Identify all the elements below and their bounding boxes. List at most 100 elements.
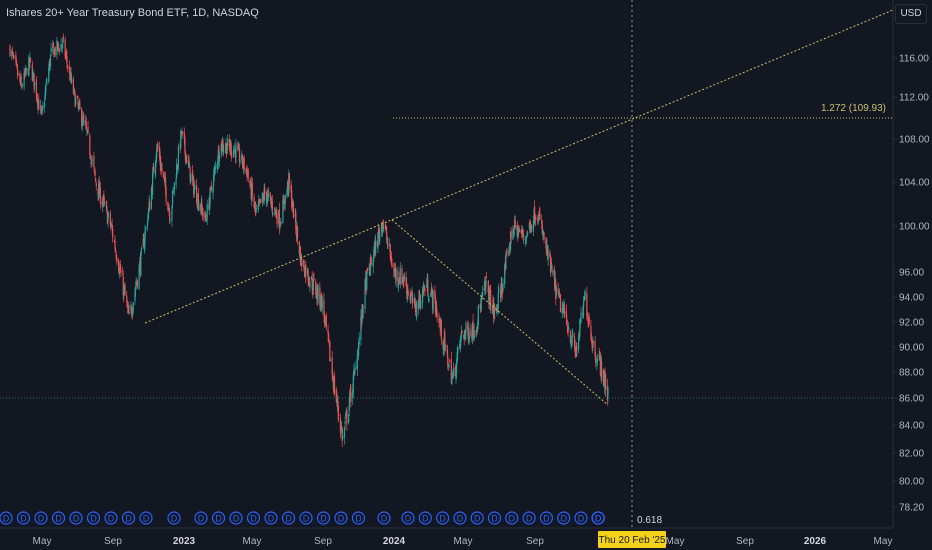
dividend-marker[interactable]: D [539, 511, 554, 525]
candle-body [58, 44, 60, 47]
candle-body [71, 77, 73, 82]
candle-body [155, 155, 157, 163]
candle-body [82, 116, 84, 126]
candle-body [407, 289, 409, 294]
dividend-marker[interactable]: D [86, 511, 101, 525]
dividend-marker[interactable]: D [0, 511, 13, 525]
dividend-marker-circle [557, 511, 571, 525]
candle-body [196, 205, 198, 207]
candle-body [315, 281, 317, 295]
dividend-marker[interactable]: D [246, 511, 261, 525]
candle-body [401, 268, 403, 284]
candle-body [411, 293, 413, 298]
candle-body [265, 191, 268, 202]
candle-body [19, 73, 21, 83]
candle-body [210, 185, 212, 191]
candle-body [432, 290, 434, 311]
dividend-marker[interactable]: D [351, 511, 366, 525]
dividend-marker[interactable]: D [16, 511, 31, 525]
descending-trendline[interactable] [391, 219, 609, 406]
dividend-marker[interactable]: D [34, 511, 48, 525]
dividend-marker[interactable]: D [401, 511, 415, 525]
candle-body [12, 56, 15, 58]
dividend-marker[interactable]: D [194, 511, 208, 525]
candle-body [603, 373, 606, 388]
dividend-marker[interactable]: D [316, 511, 331, 525]
candle-body [205, 221, 208, 222]
dividend-marker[interactable]: D [229, 511, 243, 525]
dividend-marker[interactable]: D [557, 511, 571, 525]
dividend-marker[interactable]: D [505, 511, 519, 525]
candle-body [558, 291, 560, 299]
price-tick-label: 86.00 [899, 394, 924, 405]
price-axis[interactable]: 116.00 112.00 108.00 104.00 100.00 96.00 94.00… [893, 54, 930, 514]
dividend-marker[interactable]: D [139, 511, 153, 525]
candle-body [272, 212, 274, 214]
dividend-marker[interactable]: D [574, 511, 588, 525]
time-axis[interactable]: May Sep 2023 May Sep 2024 May Sep May Sep 2026 May [33, 536, 893, 547]
dividend-marker[interactable]: D [522, 511, 536, 525]
dividend-marker[interactable]: D [264, 511, 278, 525]
dividend-marker-circle [418, 511, 432, 525]
dividend-marker[interactable]: D [211, 511, 226, 525]
dividend-marker[interactable]: D [470, 511, 484, 525]
crosshair-date-badge: Thu 20 Feb '25 [598, 531, 666, 548]
dividend-marker[interactable]: D [299, 511, 313, 525]
candle-body [510, 231, 512, 239]
candle-body [356, 353, 359, 370]
candle-body [354, 368, 356, 372]
candle-body [327, 329, 329, 335]
dividend-marker[interactable]: D [334, 511, 348, 525]
dividend-marker[interactable]: D [418, 511, 432, 525]
candle-body [115, 250, 117, 252]
dividend-marker[interactable]: D [51, 511, 66, 525]
dividend-marker[interactable]: D [487, 511, 502, 525]
candle-body [123, 286, 125, 296]
dividend-marker[interactable]: D [281, 511, 296, 525]
dividend-marker-letter: D [526, 514, 533, 524]
candle-body [20, 76, 22, 85]
candle-body [15, 59, 18, 65]
drawing-tools[interactable] [0, 0, 894, 528]
dividend-marker[interactable]: D [591, 511, 605, 525]
candle-body [319, 305, 322, 308]
dividend-marker-circle [281, 511, 296, 525]
candle-body [402, 277, 404, 281]
dividend-marker[interactable]: D [104, 511, 118, 525]
candle-body [409, 295, 411, 301]
dividend-marker-letter: D [20, 514, 27, 524]
dividend-marker[interactable]: D [69, 511, 83, 525]
candle-body [369, 257, 371, 276]
candle-body [562, 307, 564, 310]
candle-body [44, 101, 46, 107]
dividend-marker[interactable]: D [167, 511, 181, 525]
dividend-marker[interactable]: D [377, 511, 391, 525]
dividend-marker-circle [436, 511, 450, 525]
candle-body [180, 130, 182, 148]
candle-body [177, 164, 179, 171]
candle-body [349, 388, 351, 390]
dividend-marker[interactable]: D [436, 511, 450, 525]
dividend-marker[interactable]: D [121, 511, 136, 525]
dividend-markers[interactable]: D D D D D D D D D D D D D D D D D D D D D D D D D D D D D D D D DD [0, 511, 605, 525]
candle-body [373, 249, 375, 257]
candle-body [559, 294, 562, 313]
candle-body [87, 126, 89, 133]
time-tick-label: May [243, 536, 262, 547]
candle-body [370, 262, 373, 265]
price-tick-label: 82.00 [899, 449, 924, 460]
candle-body [413, 298, 415, 303]
candle-body [331, 357, 333, 375]
ascending-trendline[interactable] [144, 9, 894, 324]
currency-button[interactable]: USD [895, 4, 927, 24]
candle-body [468, 336, 471, 339]
candle-body [54, 47, 56, 55]
candle-body [270, 200, 272, 204]
candle-body [428, 298, 430, 301]
candle-body [525, 238, 527, 242]
candle-body [114, 241, 116, 250]
dividend-marker[interactable]: D [453, 511, 467, 525]
candle-body [485, 276, 488, 279]
candle-body [549, 252, 551, 257]
